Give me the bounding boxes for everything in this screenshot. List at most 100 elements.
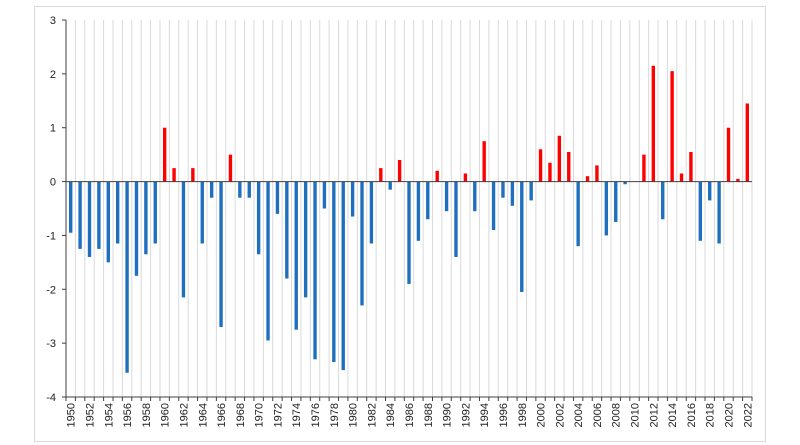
bar-1960 — [162, 127, 167, 182]
bar-1965 — [209, 181, 214, 198]
bar-2005 — [585, 176, 590, 182]
bar-1970 — [256, 181, 261, 255]
bar-1982 — [369, 181, 374, 244]
bar-1987 — [416, 181, 421, 241]
x-tick-labels: 1950 1952 1954 1956 1958 1960 1962 1964 1966 1968… — [66, 403, 755, 427]
y-tick-label: 1 — [50, 123, 56, 135]
y-tick-label: -4 — [46, 392, 56, 404]
y-tick-label: -2 — [46, 284, 56, 296]
x-tick-label: 2014 — [667, 403, 679, 427]
bar-2004 — [576, 181, 580, 247]
x-tick-label: 1994 — [479, 403, 491, 427]
bar-1952 — [87, 181, 92, 257]
bar-1995 — [491, 181, 496, 231]
bar-1976 — [313, 181, 317, 360]
y-tick-label: -1 — [46, 230, 56, 242]
bar-1981 — [360, 181, 364, 306]
bar-1969 — [247, 181, 251, 198]
bar-1999 — [529, 181, 533, 201]
bar-1966 — [219, 181, 223, 327]
bar-1974 — [294, 181, 298, 330]
bar-2015 — [679, 173, 684, 182]
bar-2006 — [595, 165, 599, 182]
x-tick-label: 2012 — [648, 403, 660, 427]
x-tick-label: 1974 — [291, 403, 303, 427]
x-tick-label: 1958 — [141, 403, 153, 427]
x-tick-label: 1960 — [160, 403, 172, 427]
x-tick-label: 1998 — [517, 403, 529, 427]
x-tick-label: 2020 — [724, 403, 736, 427]
bar-2000 — [538, 149, 543, 182]
bar-2013 — [661, 181, 665, 220]
x-tick-label: 1964 — [197, 403, 209, 427]
bar-2003 — [567, 151, 571, 182]
x-tick-label: 2010 — [630, 403, 642, 427]
bar-1998 — [520, 181, 524, 292]
y-tick-label: 2 — [50, 69, 56, 81]
bar-1996 — [501, 181, 505, 198]
x-tick-label: 1950 — [66, 403, 78, 427]
bar-1958 — [144, 181, 148, 255]
x-tick-label: 2008 — [611, 403, 623, 427]
bar-2012 — [651, 65, 656, 182]
bar-1989 — [435, 170, 439, 182]
y-tick-label: 0 — [50, 177, 56, 189]
bar-1954 — [106, 181, 110, 263]
x-tick-label: 2004 — [573, 403, 585, 427]
x-tick-label: 1962 — [178, 403, 190, 427]
bar-1961 — [172, 168, 176, 182]
bar-1997 — [510, 181, 515, 206]
bar-1963 — [191, 168, 195, 182]
bar-1953 — [97, 181, 101, 249]
x-tick-label: 1990 — [442, 403, 454, 427]
x-tick-label: 1982 — [366, 403, 378, 427]
x-tick-label: 1978 — [329, 403, 341, 427]
bar-2007 — [604, 181, 609, 236]
bar-2021 — [736, 178, 740, 182]
x-tick-label: 1976 — [310, 403, 322, 427]
bar-1985 — [397, 160, 402, 182]
bar-1986 — [407, 181, 411, 284]
bar-1977 — [322, 181, 327, 209]
y-tick-labels: -4 -3 -2 -1 0 1 2 3 — [46, 15, 56, 404]
bar-1967 — [228, 154, 233, 182]
bar-1973 — [285, 181, 289, 279]
bar-1978 — [332, 181, 336, 362]
bar-1975 — [303, 181, 308, 298]
bar-1988 — [426, 181, 430, 220]
x-tick-label: 1966 — [216, 403, 228, 427]
bars — [69, 65, 749, 373]
bar-1972 — [275, 181, 280, 214]
x-tick-label: 1972 — [272, 403, 284, 427]
bar-1955 — [115, 181, 120, 244]
bar-1951 — [78, 181, 82, 249]
x-tick-label: 2022 — [742, 403, 754, 427]
x-tick-label: 1980 — [348, 403, 360, 427]
bar-2017 — [698, 181, 702, 241]
bar-2008 — [614, 181, 618, 222]
bar-2020 — [726, 127, 731, 182]
x-tick-label: 1986 — [404, 403, 416, 427]
x-tick-label: 1996 — [498, 403, 510, 427]
x-tick-label: 1952 — [84, 403, 96, 427]
x-tick-label: 1992 — [460, 403, 472, 427]
bar-1992 — [463, 173, 468, 182]
bar-2002 — [557, 135, 562, 182]
bar-1994 — [482, 141, 486, 182]
bar-2014 — [670, 71, 674, 182]
bar-2011 — [642, 154, 646, 182]
x-tick-label: 1968 — [235, 403, 247, 427]
bar-1968 — [238, 181, 242, 198]
bar-1971 — [266, 181, 270, 341]
y-tick-label: 3 — [50, 15, 56, 27]
bar-1956 — [125, 181, 129, 373]
bar-1964 — [200, 181, 204, 244]
bar-2009 — [623, 181, 627, 185]
bar-1990 — [444, 181, 449, 212]
x-tick-label: 1984 — [385, 403, 397, 427]
bar-1983 — [379, 168, 383, 182]
bar-1950 — [69, 181, 73, 233]
bar-1957 — [134, 181, 139, 276]
x-tick-label: 2018 — [705, 403, 717, 427]
